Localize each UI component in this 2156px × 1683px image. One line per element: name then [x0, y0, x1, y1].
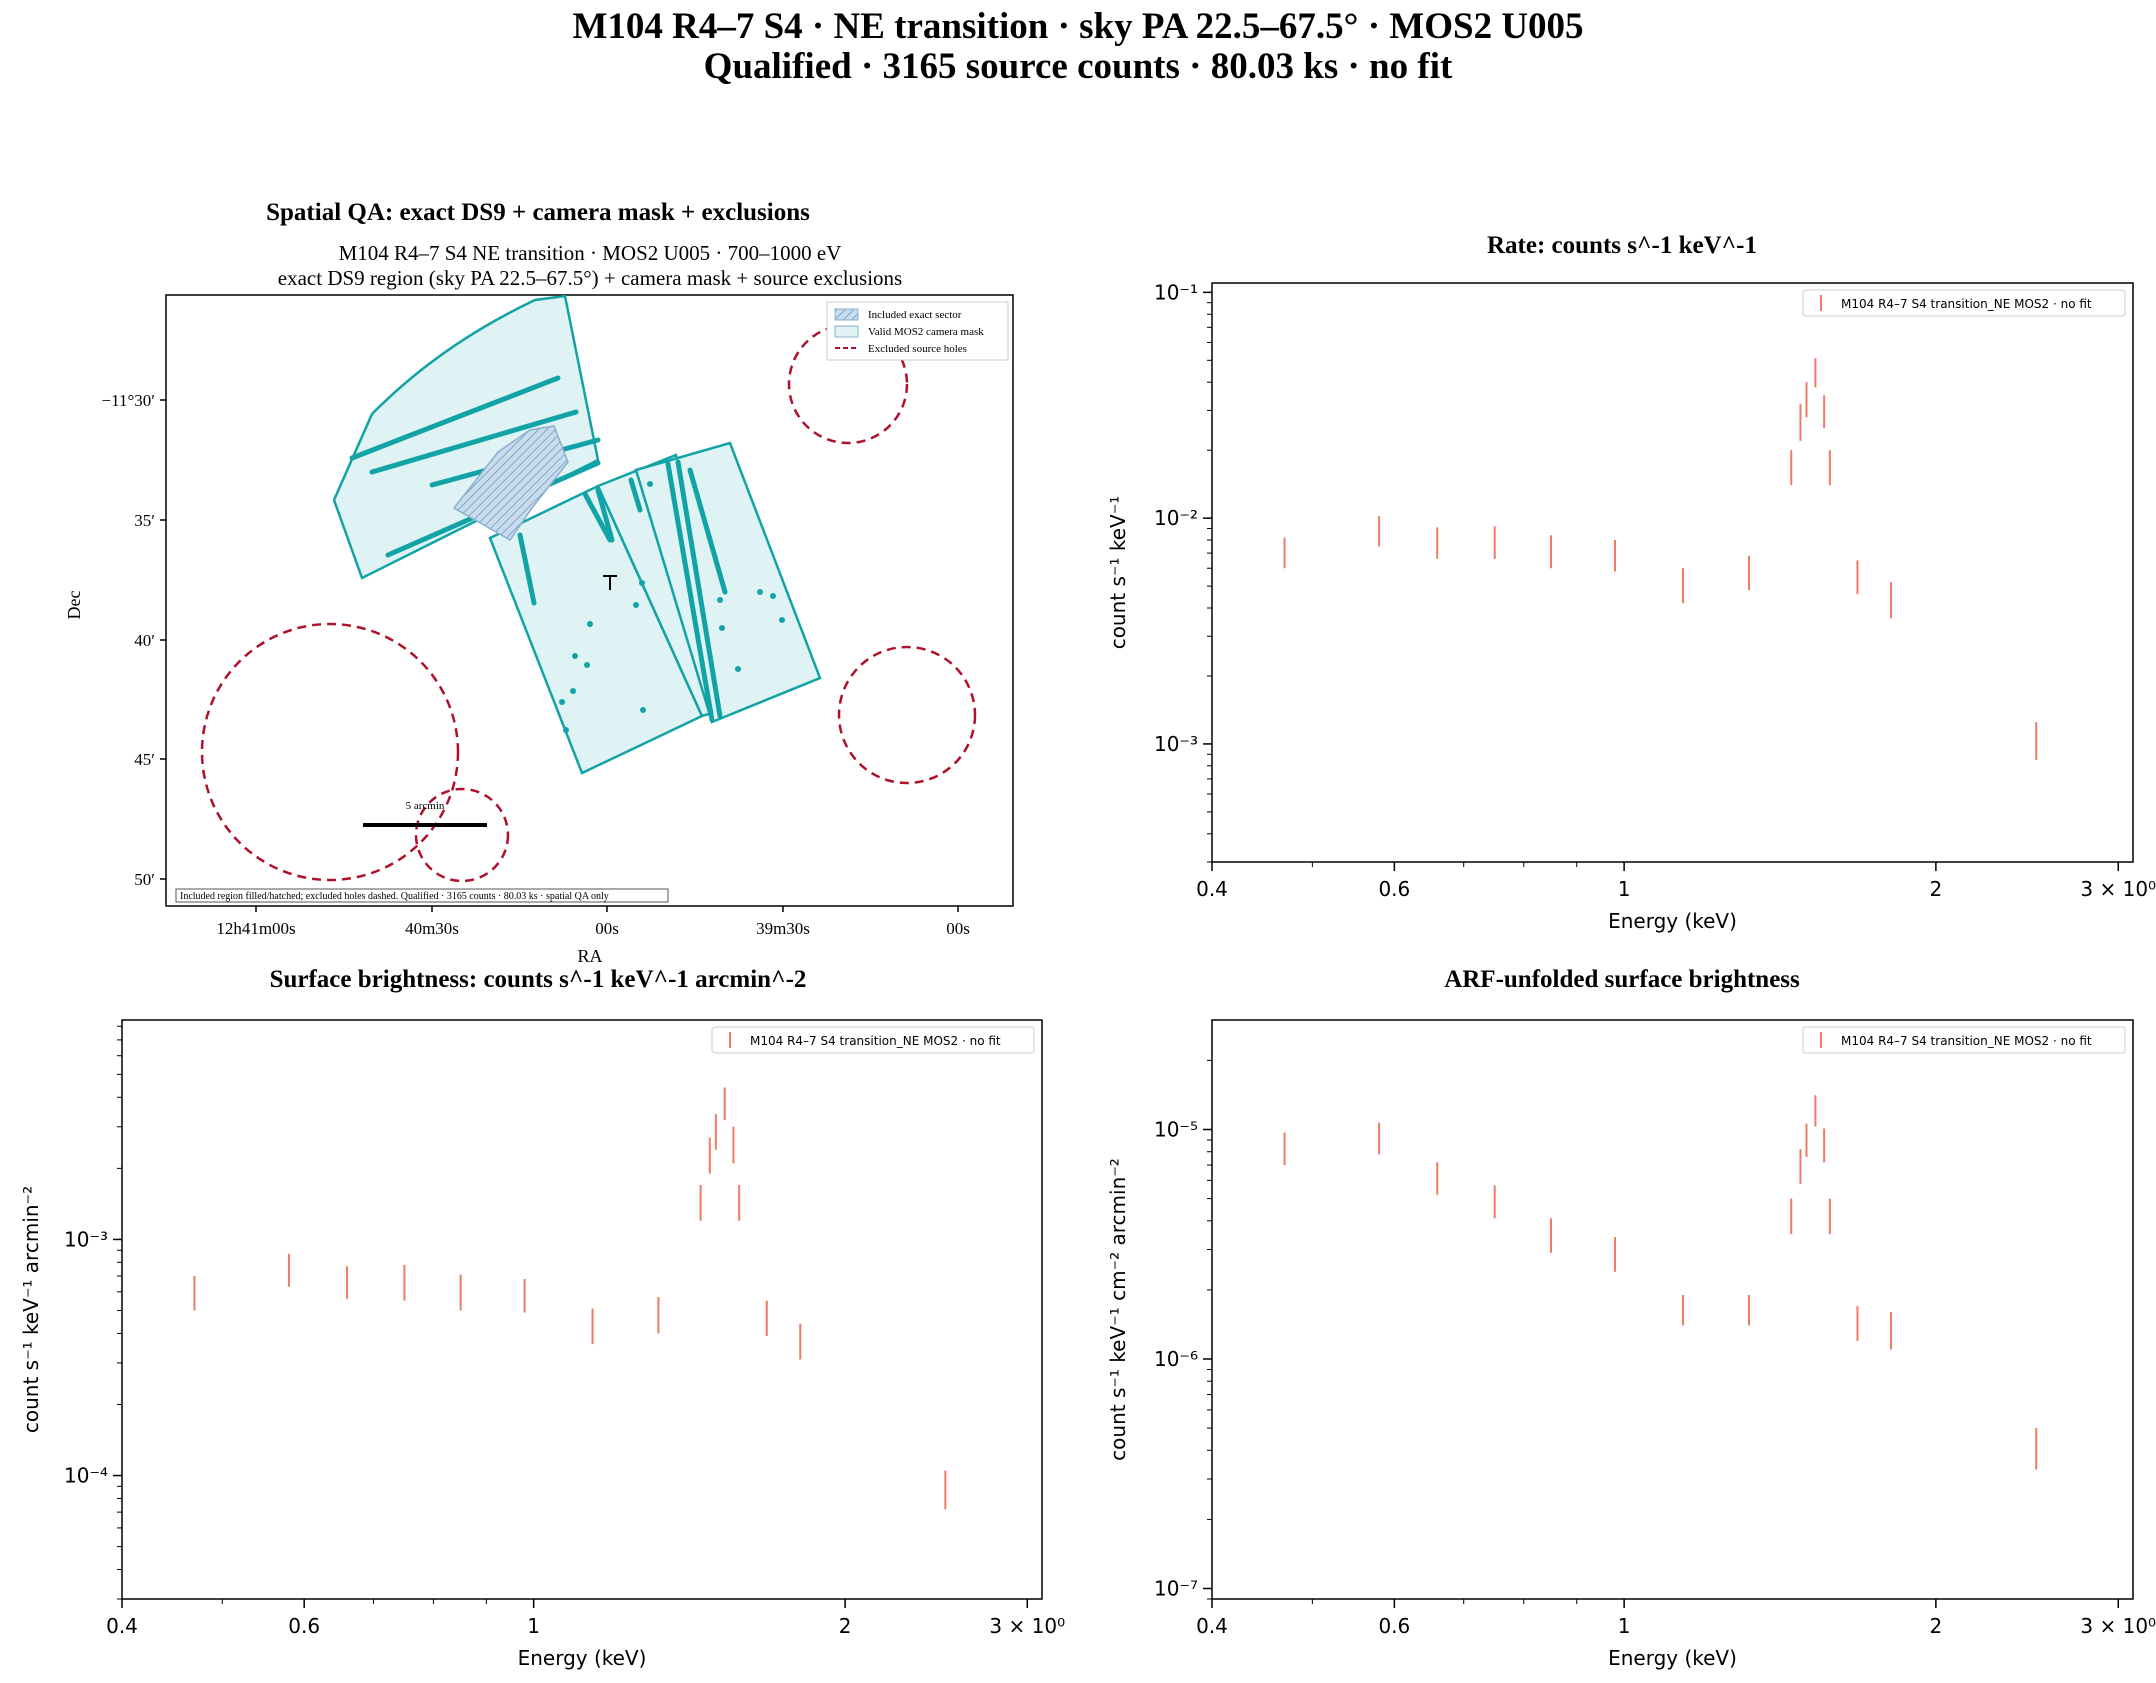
spatial-ytick-0: −11°30′ — [102, 391, 155, 410]
x-tick-label: 3 × 10⁰ — [2080, 877, 2156, 901]
y-tick-label: 10⁻¹ — [1154, 280, 1198, 304]
x-tick-label: 3 × 10⁰ — [989, 1614, 1065, 1638]
legend-box — [1802, 1026, 2126, 1054]
legend-box — [711, 1026, 1035, 1054]
legend-label: M104 R4–7 S4 transition_NE MOS2 · no fit — [750, 1034, 1001, 1048]
spatial-ytick-2: 40′ — [134, 631, 155, 650]
legend-label: M104 R4–7 S4 transition_NE MOS2 · no fit — [1841, 297, 2092, 311]
spatial-footnote: Included region filled/hatched; excluded… — [180, 891, 609, 902]
spatial-xlabel: RA — [577, 946, 602, 966]
scalebar-label: 5 arcmin — [406, 800, 445, 812]
chip-gaps — [349, 375, 728, 723]
spatial-subtitle-2: exact DS9 region (sky PA 22.5–67.5°) + c… — [278, 266, 902, 290]
y-tick-label: 10⁻⁵ — [1154, 1117, 1198, 1141]
x-tick-label: 0.6 — [1378, 877, 1410, 901]
x-axis-label: Energy (keV) — [1608, 1646, 1737, 1670]
x-tick-label: 0.6 — [1378, 1614, 1410, 1638]
y-tick-label: 10⁻² — [1154, 506, 1198, 530]
camera-mask-ccd-right — [634, 441, 822, 724]
spatial-qa-panel: Spatial QA: exact DS9 + camera mask + ex… — [64, 199, 1014, 966]
x-tick-label: 2 — [1930, 1614, 1943, 1638]
mask-speckles — [559, 481, 785, 733]
spatial-xtick-1: 40m30s — [405, 919, 459, 938]
spatial-ytick-3: 45′ — [134, 750, 155, 769]
x-tick-label: 0.6 — [288, 1614, 320, 1638]
y-axis-label: count s⁻¹ keV⁻¹ cm⁻² arcmin⁻² — [1106, 1158, 1130, 1461]
rate-panel: Rate: counts s^-1 keV^-1 0.4 0.6 1 2 3 × 10⁰ 1… — [1106, 232, 2156, 933]
spatial-y-ticks — [160, 399, 166, 880]
spatial-xtick-2: 00s — [595, 919, 619, 938]
spatial-ytick-1: 35′ — [134, 511, 155, 530]
x-tick-label: 3 × 10⁰ — [2080, 1614, 2156, 1638]
y-tick-label: 10⁻⁶ — [1154, 1347, 1198, 1371]
x-axis-label: Energy (keV) — [1608, 909, 1737, 933]
spatial-xtick-0: 12h41m00s — [216, 919, 295, 938]
x-tick-label: 0.4 — [106, 1614, 138, 1638]
panel-title: Rate: counts s^-1 keV^-1 — [1487, 232, 1757, 259]
spatial-ylabel: Dec — [64, 591, 84, 620]
spatial-xtick-3: 39m30s — [756, 919, 810, 938]
axes-frame — [121, 1019, 1043, 1600]
legend-camera-mask: Valid MOS2 camera mask — [868, 326, 984, 338]
legend-included: Included exact sector — [868, 309, 962, 321]
x-tick-label: 1 — [1618, 1614, 1631, 1638]
x-tick-label: 0.4 — [1196, 877, 1228, 901]
spatial-xtick-4: 00s — [946, 919, 970, 938]
panel-title: ARF-unfolded surface brightness — [1444, 966, 1800, 993]
center-cross — [603, 575, 617, 590]
surface-brightness-panel: Surface brightness: counts s^-1 keV^-1 a… — [19, 966, 1065, 1670]
legend-label: M104 R4–7 S4 transition_NE MOS2 · no fit — [1841, 1034, 2092, 1048]
camera-mask-fan — [332, 295, 600, 580]
y-axis-label: count s⁻¹ keV⁻¹ — [1106, 496, 1130, 650]
spatial-ytick-4: 50′ — [134, 870, 155, 889]
y-axis-label: count s⁻¹ keV⁻¹ arcmin⁻² — [19, 1186, 43, 1433]
spatial-title: Spatial QA: exact DS9 + camera mask + ex… — [266, 199, 810, 226]
y-tick-label: 10⁻³ — [1154, 732, 1198, 756]
x-tick-label: 1 — [527, 1614, 540, 1638]
x-tick-label: 2 — [1930, 877, 1943, 901]
legend-excluded: Excluded source holes — [868, 343, 967, 355]
y-tick-label: 10⁻³ — [64, 1227, 108, 1251]
axes-frame — [1211, 1019, 2134, 1600]
axes-frame — [1211, 282, 2134, 863]
legend-box — [1802, 289, 2126, 317]
x-axis-label: Energy (keV) — [518, 1646, 647, 1670]
y-tick-label: 10⁻⁴ — [64, 1464, 108, 1488]
spatial-legend: Included exact sector Valid MOS2 camera … — [826, 301, 1009, 361]
panel-title: Surface brightness: counts s^-1 keV^-1 a… — [270, 966, 807, 993]
x-tick-label: 0.4 — [1196, 1614, 1228, 1638]
y-tick-label: 10⁻⁷ — [1154, 1576, 1198, 1600]
spatial-subtitle-1: M104 R4–7 S4 NE transition · MOS2 U005 ·… — [339, 241, 842, 265]
included-exact-sector — [452, 425, 569, 541]
figure-title-line1: M104 R4–7 S4 · NE transition · sky PA 22… — [572, 6, 1583, 47]
arf-unfolded-panel: ARF-unfolded surface brightness 0.4 0.6 1 2 3… — [1106, 966, 2156, 1670]
x-tick-label: 2 — [839, 1614, 852, 1638]
x-tick-label: 1 — [1618, 877, 1631, 901]
figure-title-line2: Qualified · 3165 source counts · 80.03 k… — [704, 46, 1453, 87]
spatial-x-ticks — [255, 906, 959, 912]
